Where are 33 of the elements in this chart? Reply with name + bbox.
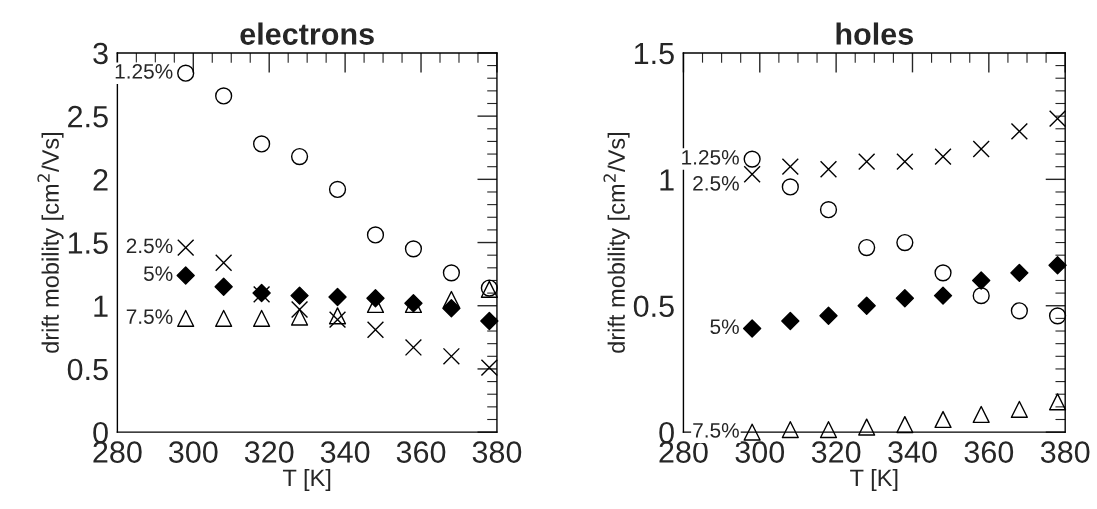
x-tick-label: 320 <box>811 441 861 463</box>
y-tick-label: 2.5 <box>68 105 108 128</box>
series-label: 5% <box>143 266 173 281</box>
x-tick-label: 360 <box>396 441 446 463</box>
y-tick-label: 1.5 <box>634 42 674 65</box>
x-tick-label: 300 <box>168 441 218 463</box>
y-tick-label: 1.5 <box>68 232 108 254</box>
x-tick-label: 380 <box>472 441 522 463</box>
x-axis-title: T [K] <box>282 468 331 491</box>
x-tick-label: 380 <box>1040 441 1090 463</box>
x-tick-label: 360 <box>964 441 1014 463</box>
x-tick-label: 300 <box>735 441 785 463</box>
x-tick-label: 340 <box>888 441 937 463</box>
chart-title: electrons <box>240 22 374 45</box>
series-label: 1.25% <box>115 64 173 79</box>
x-tick-label: 340 <box>320 441 370 463</box>
series-label: 1.25% <box>682 149 739 165</box>
y-tick-label: 2 <box>93 169 108 191</box>
x-axis-title: T [K] <box>850 468 898 491</box>
y-axis-title: drift mobility [cm$^{2}$/Vs] <box>603 132 630 353</box>
y-tick-label: 0.5 <box>633 295 674 318</box>
series-label: 7.5% <box>126 309 173 324</box>
y-tick-label: 0.5 <box>67 358 108 381</box>
series-label: 2.5% <box>693 175 739 191</box>
series-label: 5% <box>710 319 739 335</box>
y-tick-label: 1 <box>94 295 108 317</box>
y-tick-label: 1 <box>660 169 674 191</box>
series-label: 2.5% <box>126 238 173 254</box>
y-tick-label: 3 <box>93 42 108 65</box>
y-axis-title: drift mobility [cm$^{2}$/Vs] <box>37 132 64 353</box>
chart-title: holes <box>836 22 913 45</box>
series-label: 7.5% <box>693 423 739 438</box>
x-tick-label: 320 <box>244 441 294 463</box>
